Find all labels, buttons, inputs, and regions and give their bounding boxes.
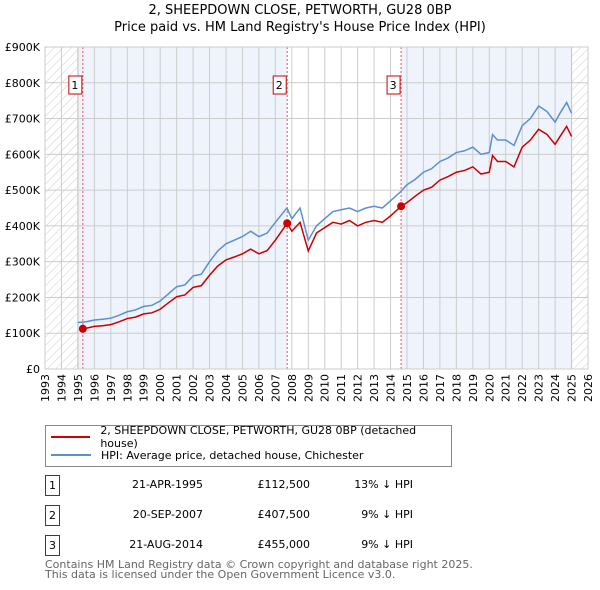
x-tick-label: 2002 (187, 374, 200, 402)
sale-date: 21-APR-1995 (131, 478, 203, 491)
sale-hpi-diff: 13% ↓ HPI (354, 478, 413, 491)
x-tick-label: 1996 (88, 374, 101, 402)
title-line: 2, SHEEPDOWN CLOSE, PETWORTH, GU28 0BP (148, 3, 452, 18)
transaction-row: 3 21-AUG-2014 £455,000 9% ↓ HPI (45, 535, 445, 557)
legend-item-property: 2, SHEEPDOWN CLOSE, PETWORTH, GU28 0BP (… (46, 424, 451, 450)
subtitle-line: Price paid vs. HM Land Registry's House … (114, 20, 486, 35)
x-tick-label: 2001 (171, 374, 184, 402)
legend-swatch-property (51, 436, 91, 438)
sale-hpi-diff: 9% ↓ HPI (361, 538, 413, 551)
x-tick-label: 1994 (55, 374, 68, 402)
transaction-row: 1 21-APR-1995 £112,500 13% ↓ HPI (45, 475, 445, 497)
legend: 2, SHEEPDOWN CLOSE, PETWORTH, GU28 0BP (… (45, 424, 452, 467)
x-tick-label: 2021 (500, 374, 513, 402)
sale-hpi-diff: 9% ↓ HPI (361, 508, 413, 521)
sale-marker-badge: 3 (45, 535, 60, 556)
sale-label: 3 (390, 79, 397, 92)
plot-border (44, 46, 589, 370)
sale-point (283, 219, 292, 228)
legend-item-hpi: HPI: Average price, detached house, Chic… (46, 447, 363, 463)
hpi-line (77, 100, 573, 324)
x-tick-label: 2007 (269, 374, 282, 402)
x-tick-label: 1993 (39, 374, 52, 402)
x-tick-label: 2005 (236, 374, 249, 402)
sale-label: 1 (71, 79, 78, 92)
sale-price: £407,500 (257, 508, 311, 521)
x-tick-label: 2023 (533, 374, 546, 402)
transaction-row: 2 20-SEP-2007 £407,500 9% ↓ HPI (45, 505, 445, 527)
x-tick-label: 2013 (368, 374, 381, 402)
sale-point (78, 324, 87, 333)
y-tick-label: £100K (5, 327, 41, 340)
x-tick-label: 2017 (434, 374, 447, 402)
y-tick-label: £400K (5, 220, 41, 233)
x-tick-label: 1999 (138, 374, 151, 402)
x-tick-label: 2019 (467, 374, 480, 402)
x-tick-label: 2022 (516, 374, 529, 402)
sale-label: 2 (276, 79, 283, 92)
x-tick-label: 2003 (204, 374, 217, 402)
x-tick-label: 2026 (582, 374, 595, 402)
sale-date: 20-SEP-2007 (132, 508, 203, 521)
y-tick-label: £300K (5, 256, 41, 269)
y-tick-label: £200K (5, 291, 41, 304)
legend-label: HPI: Average price, detached house, Chic… (101, 448, 364, 462)
x-tick-label: 2006 (253, 374, 266, 402)
x-tick-label: 2024 (549, 374, 562, 402)
price-chart: 1993 1994 1995 1996 1997 1998 1999 2000 2001 2002… (5, 41, 595, 402)
sale-point (397, 202, 406, 211)
sale-label-box (386, 75, 401, 95)
y-tick-label: £700K (5, 113, 41, 126)
hatched-region (571, 47, 588, 369)
shaded-period (401, 47, 572, 369)
x-tick-label: 2016 (417, 374, 430, 402)
x-tick-label: 2009 (302, 374, 315, 402)
y-tick-label: £800K (5, 77, 41, 90)
legend-label: 2, SHEEPDOWN CLOSE, PETWORTH, GU28 0BP (… (100, 424, 417, 450)
footer-line: This data is licensed under the Open Gov… (45, 568, 396, 581)
y-tick-label: £500K (5, 184, 41, 197)
x-tick-label: 2018 (450, 374, 463, 402)
y-tick-label: £0 (26, 363, 40, 376)
sale-price: £112,500 (257, 478, 311, 491)
x-tick-label: 2014 (385, 374, 398, 402)
x-tick-label: 2015 (401, 374, 414, 402)
x-tick-label: 2011 (335, 374, 348, 402)
sale-price: £455,000 (257, 538, 311, 551)
x-tick-label: 2010 (319, 374, 332, 402)
property-line (82, 124, 573, 330)
x-tick-label: 2020 (483, 374, 496, 402)
shaded-period (77, 47, 288, 369)
x-tick-label: 2025 (566, 374, 579, 402)
chart-title: 2, SHEEPDOWN CLOSE, PETWORTH, GU28 0BP Pr… (0, 2, 600, 36)
y-tick-label: £900K (5, 41, 41, 54)
x-tick-label: 2012 (352, 374, 365, 402)
sale-label-box (272, 75, 287, 95)
footer-line: Contains HM Land Registry data © Crown c… (45, 558, 473, 571)
sale-label-box (68, 75, 83, 95)
sale-marker-badge: 2 (45, 505, 60, 526)
x-tick-label: 2000 (154, 374, 167, 402)
sale-marker-badge: 1 (45, 475, 60, 496)
x-tick-label: 1995 (72, 374, 85, 402)
x-tick-label: 1998 (121, 374, 134, 402)
y-tick-label: £600K (5, 148, 41, 161)
footer: Contains HM Land Registry data © Crown c… (45, 558, 473, 581)
x-tick-label: 2008 (286, 374, 299, 402)
sale-date: 21-AUG-2014 (129, 538, 203, 551)
legend-swatch-hpi (51, 454, 91, 456)
x-tick-label: 1997 (105, 374, 118, 402)
x-tick-label: 2004 (220, 374, 233, 402)
